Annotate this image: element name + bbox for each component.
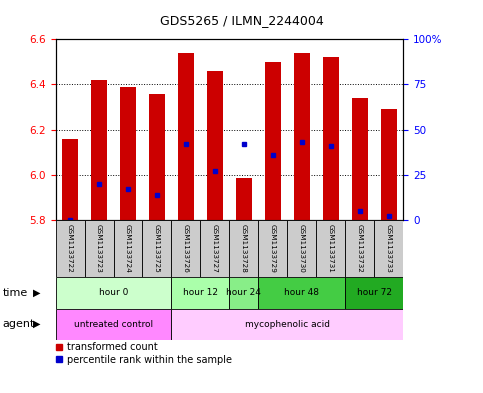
Text: GSM1133727: GSM1133727: [212, 224, 218, 273]
Bar: [316, 220, 345, 277]
Text: agent: agent: [2, 319, 35, 329]
Bar: [207, 71, 223, 220]
Bar: [345, 220, 374, 277]
Text: hour 48: hour 48: [284, 288, 319, 297]
Bar: [294, 53, 310, 220]
Text: GSM1133729: GSM1133729: [270, 224, 276, 273]
Text: mycophenolic acid: mycophenolic acid: [245, 320, 330, 329]
Bar: [171, 277, 229, 309]
Text: GSM1133725: GSM1133725: [154, 224, 160, 273]
Bar: [381, 109, 397, 220]
Bar: [229, 220, 258, 277]
Bar: [56, 277, 171, 309]
Bar: [62, 139, 78, 220]
Text: ▶: ▶: [33, 319, 41, 329]
Bar: [85, 220, 114, 277]
Bar: [56, 220, 85, 277]
Legend: transformed count, percentile rank within the sample: transformed count, percentile rank withi…: [56, 342, 232, 365]
Text: GSM1133723: GSM1133723: [96, 224, 102, 273]
Text: hour 24: hour 24: [227, 288, 261, 297]
Text: GSM1133726: GSM1133726: [183, 224, 189, 273]
Bar: [178, 53, 194, 220]
Text: GSM1133733: GSM1133733: [386, 224, 392, 273]
Text: GSM1133731: GSM1133731: [328, 224, 334, 273]
Bar: [352, 98, 368, 220]
Text: GDS5265 / ILMN_2244004: GDS5265 / ILMN_2244004: [159, 14, 324, 27]
Text: time: time: [2, 288, 28, 298]
Bar: [142, 220, 171, 277]
Bar: [258, 220, 287, 277]
Text: GSM1133732: GSM1133732: [357, 224, 363, 273]
Bar: [171, 309, 403, 340]
Text: GSM1133722: GSM1133722: [67, 224, 73, 273]
Bar: [236, 178, 252, 220]
Bar: [374, 220, 403, 277]
Bar: [258, 277, 345, 309]
Bar: [56, 309, 171, 340]
Bar: [287, 220, 316, 277]
Text: GSM1133730: GSM1133730: [299, 224, 305, 273]
Bar: [149, 94, 165, 220]
Bar: [345, 277, 403, 309]
Text: ▶: ▶: [33, 288, 41, 298]
Bar: [171, 220, 200, 277]
Text: untreated control: untreated control: [74, 320, 153, 329]
Bar: [265, 62, 281, 220]
Bar: [200, 220, 229, 277]
Bar: [114, 220, 142, 277]
Text: GSM1133724: GSM1133724: [125, 224, 131, 273]
Text: hour 0: hour 0: [99, 288, 128, 297]
Bar: [229, 277, 258, 309]
Bar: [91, 80, 107, 220]
Text: hour 72: hour 72: [357, 288, 392, 297]
Text: hour 12: hour 12: [183, 288, 218, 297]
Text: GSM1133728: GSM1133728: [241, 224, 247, 273]
Bar: [120, 87, 136, 220]
Bar: [323, 57, 339, 220]
